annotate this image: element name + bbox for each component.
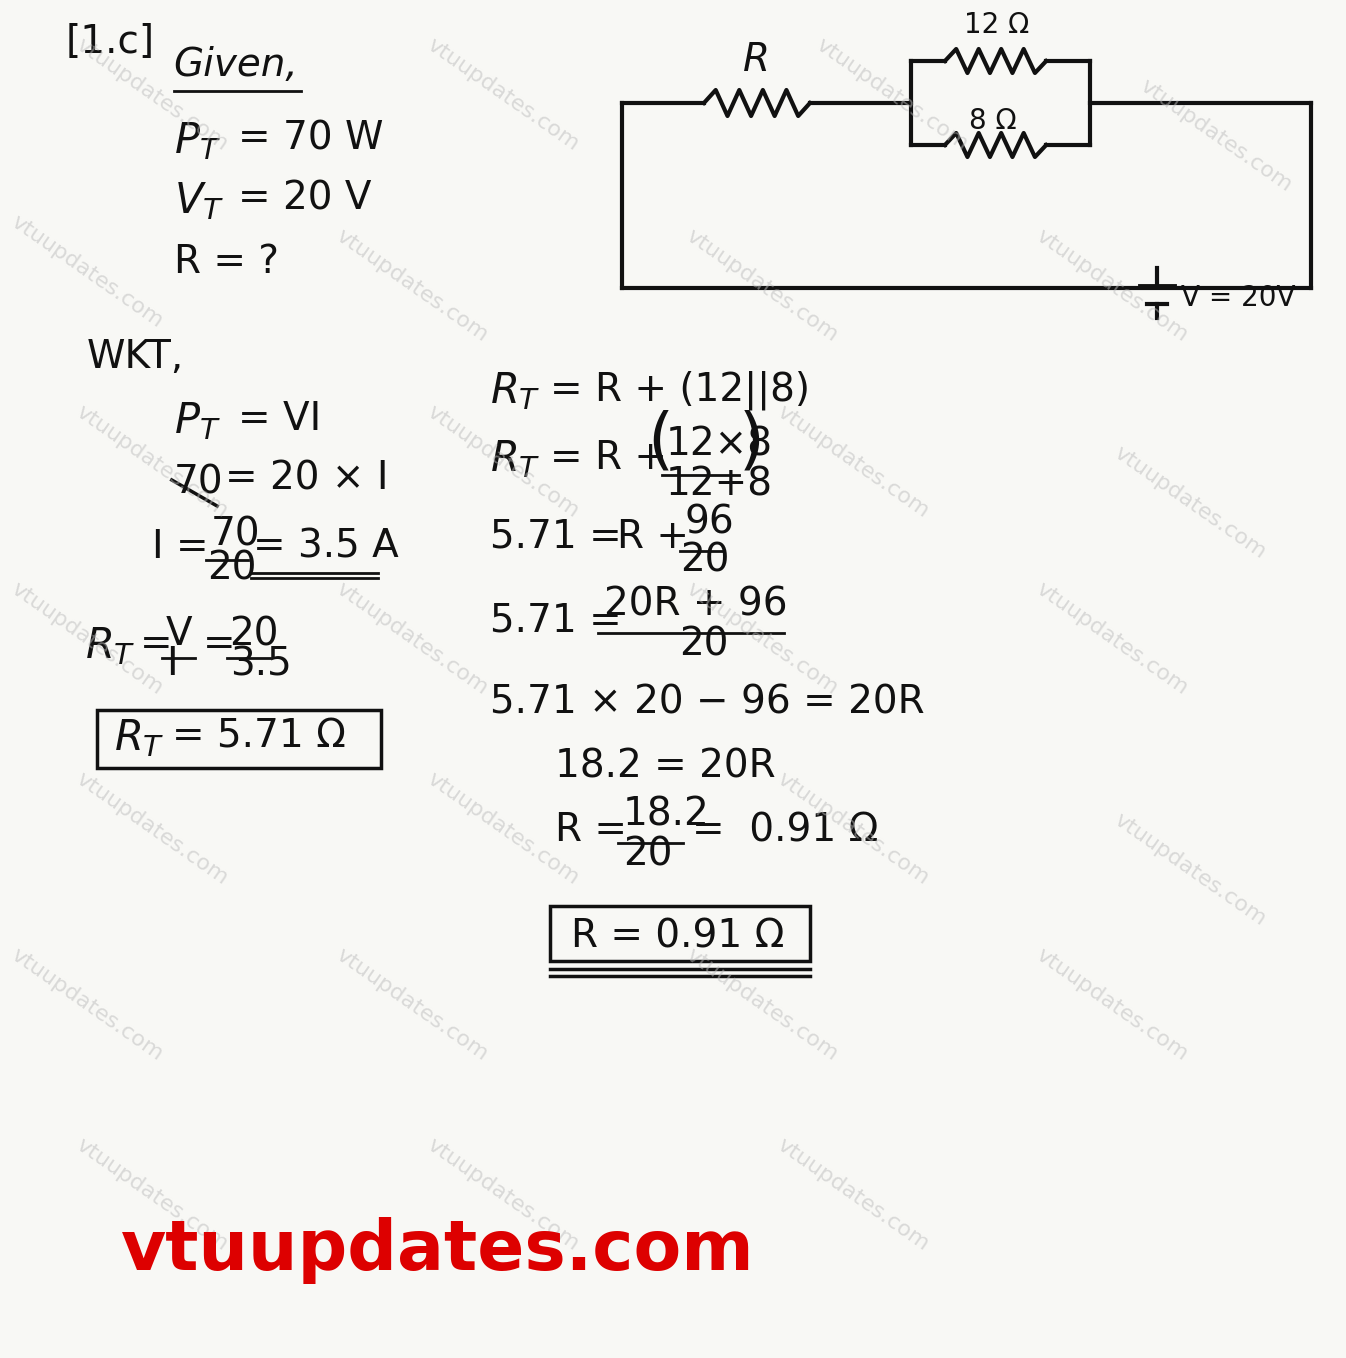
Text: vtuupdates.com: vtuupdates.com [1032,945,1193,1065]
Text: I: I [166,645,178,683]
Text: $P_T$: $P_T$ [174,401,221,441]
Text: 3.5: 3.5 [230,645,291,683]
Text: vtuupdates.com: vtuupdates.com [682,945,841,1065]
Text: 70: 70 [174,463,223,501]
Text: vtuupdates.com: vtuupdates.com [812,35,972,155]
Text: vtuupdates.com: vtuupdates.com [332,225,491,345]
Text: 20R + 96: 20R + 96 [603,585,787,623]
Text: 12×8: 12×8 [665,425,773,463]
Text: vtuupdates.com: vtuupdates.com [423,769,583,888]
Text: vtuupdates.com: vtuupdates.com [773,1135,933,1255]
Text: R = 0.91 Ω: R = 0.91 Ω [571,917,785,955]
Text: vtuupdates.com: vtuupdates.com [1136,76,1296,196]
Text: 8 Ω: 8 Ω [969,107,1016,134]
Text: 20: 20 [678,625,728,663]
Text: 18.2: 18.2 [623,794,709,832]
Text: 20: 20 [680,540,730,579]
Text: = R +: = R + [549,439,666,477]
Text: vtuupdates.com: vtuupdates.com [1110,809,1269,929]
Text: =  0.91 Ω: = 0.91 Ω [692,811,879,849]
Text: vtuupdates.com: vtuupdates.com [8,945,167,1065]
Text: 70: 70 [210,515,260,553]
Text: $R_T$: $R_T$ [490,439,541,479]
Text: vtuupdates.com: vtuupdates.com [1032,225,1193,345]
Text: vtuupdates.com: vtuupdates.com [1110,443,1269,562]
Text: = 5.71 Ω: = 5.71 Ω [172,718,346,756]
Text: R: R [743,41,770,79]
Text: 5.71 =: 5.71 = [490,602,622,640]
Text: V = 20V: V = 20V [1182,284,1296,312]
Text: I =: I = [152,528,209,566]
Text: = 20 V: = 20 V [238,181,371,219]
Text: $R_T$: $R_T$ [490,369,541,411]
Text: vtuupdates.com: vtuupdates.com [73,1135,232,1255]
Text: vtuupdates.com: vtuupdates.com [423,402,583,521]
Text: R +: R + [618,517,689,555]
Text: vtuupdates.com: vtuupdates.com [423,35,583,155]
Text: vtuupdates.com: vtuupdates.com [73,35,232,155]
Text: 20: 20 [230,615,279,653]
Text: = 70 W: = 70 W [238,120,384,158]
Text: vtuupdates.com: vtuupdates.com [73,402,232,521]
Text: $V_T$: $V_T$ [174,181,223,221]
Text: Given,: Given, [174,46,299,84]
Text: 5.71 × 20 − 96 = 20R: 5.71 × 20 − 96 = 20R [490,683,925,721]
Text: vtuupdates.com: vtuupdates.com [423,1135,583,1255]
Text: 20: 20 [623,835,673,873]
Text: vtuupdates.com: vtuupdates.com [682,225,841,345]
Text: 5.71 =: 5.71 = [490,517,622,555]
Text: vtuupdates.com: vtuupdates.com [1032,579,1193,698]
Text: vtuupdates.com: vtuupdates.com [8,579,167,698]
Text: V: V [166,615,192,653]
Text: vtuupdates.com: vtuupdates.com [8,212,167,331]
Text: = 3.5 A: = 3.5 A [253,528,398,566]
Text: (: ( [647,409,673,475]
Text: 12+8: 12+8 [665,466,773,504]
Text: [1.c]: [1.c] [66,23,155,61]
Text: = R + (12||8): = R + (12||8) [549,371,810,410]
Text: 96: 96 [685,502,735,540]
Text: 12 Ω: 12 Ω [964,11,1030,39]
Text: $R_T$: $R_T$ [85,625,136,667]
Text: $P_T$: $P_T$ [174,120,221,162]
Text: R =: R = [556,811,627,849]
Text: vtuupdates.com: vtuupdates.com [773,402,933,521]
Text: vtuupdates.com: vtuupdates.com [332,579,491,698]
Text: =: = [203,625,236,663]
Text: vtuupdates.com: vtuupdates.com [682,579,841,698]
Bar [549,906,810,961]
Bar [97,710,381,769]
Text: vtuupdates.com: vtuupdates.com [121,1217,754,1285]
Text: 20: 20 [207,549,257,587]
Text: R = ?: R = ? [174,243,279,281]
Text: $R_T$: $R_T$ [114,717,164,759]
Text: = 20 × I: = 20 × I [225,460,388,498]
Text: vtuupdates.com: vtuupdates.com [73,769,232,888]
Text: 18.2 = 20R: 18.2 = 20R [556,748,777,786]
Text: = VI: = VI [238,401,322,439]
Text: WKT,: WKT, [87,338,184,376]
Text: vtuupdates.com: vtuupdates.com [773,769,933,888]
Text: =: = [140,625,172,663]
Text: ): ) [739,409,765,475]
Text: vtuupdates.com: vtuupdates.com [332,945,491,1065]
